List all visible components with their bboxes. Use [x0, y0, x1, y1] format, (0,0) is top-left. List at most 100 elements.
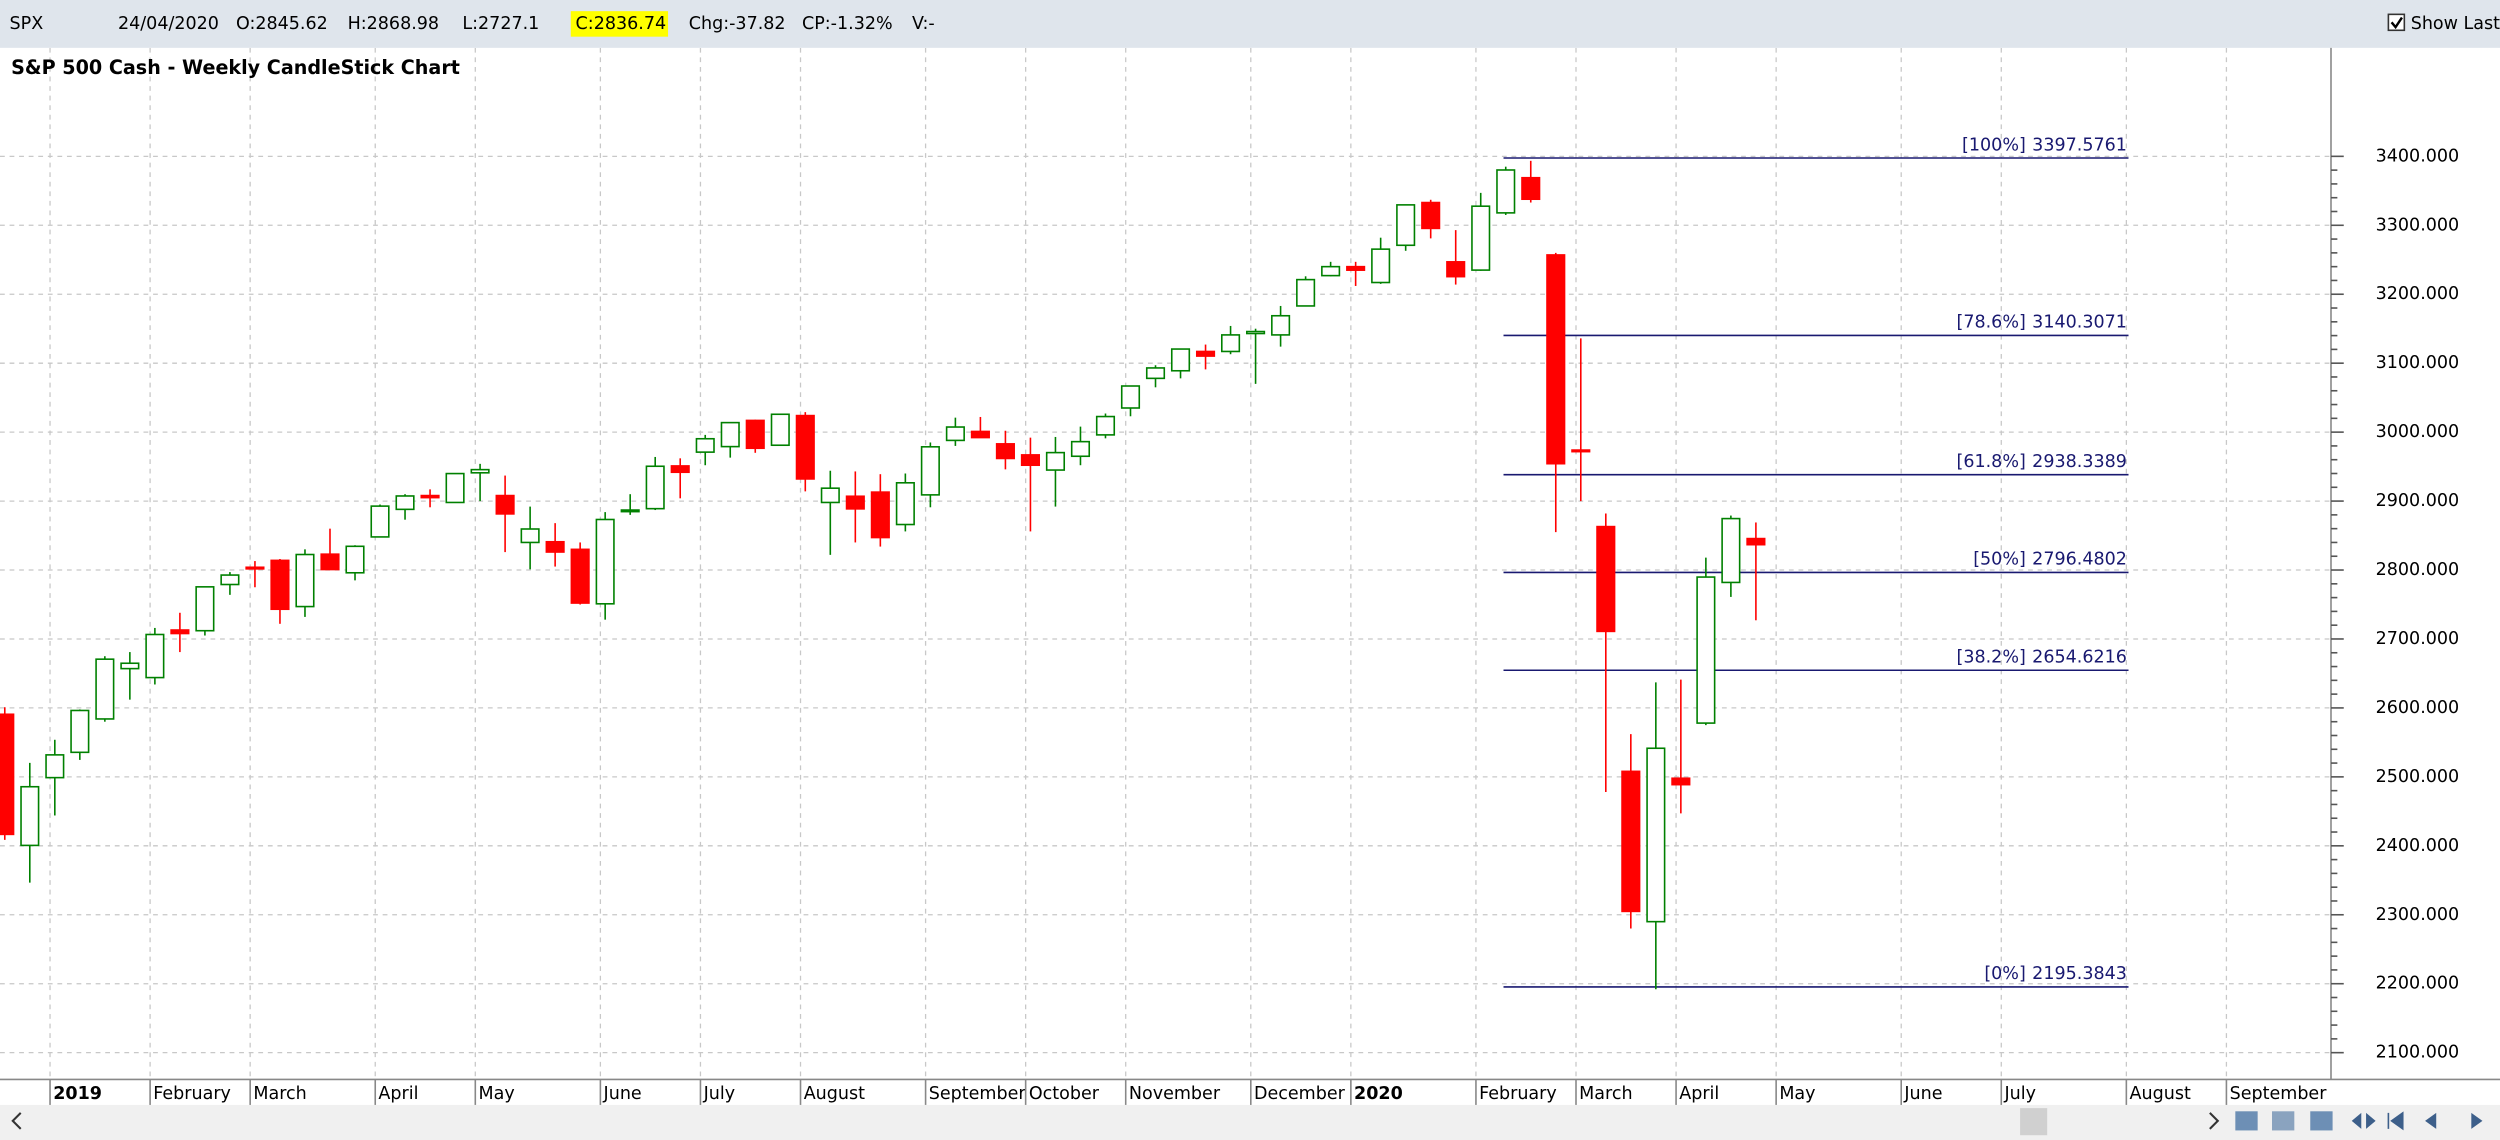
- checkbox-label[interactable]: Show Last: [2411, 14, 2500, 34]
- x-tick-label: August: [804, 1084, 865, 1104]
- x-tick-label: June: [603, 1084, 642, 1104]
- candle-body: [45, 754, 65, 779]
- y-tick-label: 2500.000: [2376, 767, 2460, 787]
- icon-export[interactable]: [2310, 1111, 2333, 1131]
- fib-label: [38.2%] 2654.6216: [1956, 648, 2126, 668]
- candle-body: [1095, 415, 1116, 436]
- y-tick-label: 2600.000: [2376, 698, 2460, 718]
- y-tick-label: 2100.000: [2376, 1043, 2460, 1063]
- close-highlight: [570, 11, 669, 37]
- candle-body: [645, 465, 665, 510]
- candle-body: [945, 426, 965, 442]
- fib-percent: [100%]: [1962, 135, 2026, 155]
- icon-first[interactable]: [2387, 1111, 2404, 1131]
- y-tick-label: 2800.000: [2376, 560, 2460, 580]
- scroll-right[interactable]: [2209, 1112, 2220, 1130]
- candle-body: [920, 446, 940, 496]
- fib-value: 3397.5761: [2032, 135, 2127, 155]
- fib-percent: [38.2%]: [1956, 648, 2025, 668]
- x-tick-label: February: [153, 1084, 231, 1104]
- candle-body: [695, 437, 715, 453]
- scroll-thumb[interactable]: [2020, 1108, 2048, 1136]
- candle-body: [795, 414, 815, 480]
- fib-label: [78.6%] 3140.3071: [1956, 313, 2126, 333]
- x-tick-label: March: [253, 1084, 306, 1104]
- icon-next[interactable]: [2471, 1112, 2483, 1129]
- x-tick-label: September: [2230, 1084, 2328, 1104]
- fib-label: [0%] 2195.3843: [1984, 964, 2127, 984]
- y-tick-label: 3100.000: [2376, 353, 2460, 373]
- icon-zoom[interactable]: [2235, 1111, 2258, 1131]
- candle-body: [1496, 169, 1516, 214]
- fib-percent: [78.6%]: [1956, 313, 2025, 333]
- candle-body: [1020, 454, 1041, 467]
- candle-body: [1396, 204, 1416, 247]
- y-tick-label: 2200.000: [2376, 974, 2460, 994]
- candle-body: [1170, 348, 1191, 372]
- candle-body: [1746, 537, 1766, 546]
- close-value: C:2836.74: [576, 14, 667, 34]
- fib-value: 2796.4802: [2032, 550, 2127, 570]
- show-last-checkbox[interactable]: Show Last: [2387, 13, 2500, 34]
- change-value: Chg:-37.82: [689, 14, 786, 34]
- y-tick-label: 2400.000: [2376, 836, 2460, 856]
- fib-value: 2938.3389: [2032, 452, 2127, 472]
- icon-fit[interactable]: [2351, 1112, 2376, 1129]
- candle-body: [1296, 278, 1316, 307]
- candle-body: [1521, 176, 1541, 201]
- x-tick-label: September: [929, 1084, 1027, 1104]
- x-tick-label: April: [1679, 1084, 1719, 1104]
- candle-body: [0, 713, 15, 836]
- candle-body: [1571, 449, 1591, 453]
- candle-body: [670, 465, 690, 474]
- candle-body: [145, 633, 165, 679]
- candle-body: [120, 662, 140, 670]
- candle-body: [1070, 440, 1091, 458]
- fib-label: [50%] 2796.4802: [1973, 550, 2127, 570]
- toolbar-icons: [2235, 1111, 2483, 1131]
- candle-body: [570, 548, 590, 604]
- fib-label: [100%] 3397.5761: [1962, 135, 2127, 155]
- x-tick-label: 2019: [53, 1084, 102, 1104]
- candle-body: [1145, 367, 1166, 380]
- candle-body: [470, 468, 490, 474]
- x-tick-label: June: [1903, 1084, 1942, 1104]
- candle-body: [295, 553, 315, 608]
- x-tick-label: March: [1579, 1084, 1632, 1104]
- candle-body: [520, 528, 540, 544]
- candle-body: [1346, 265, 1366, 271]
- y-tick-label: 3400.000: [2376, 146, 2460, 166]
- scroll-left[interactable]: [11, 1112, 22, 1130]
- candle-body: [220, 574, 240, 586]
- x-tick-label: May: [1779, 1084, 1815, 1104]
- high-value: H:2868.98: [348, 14, 440, 34]
- fib-value: 2654.6216: [2032, 648, 2127, 668]
- x-tick-label: July: [703, 1084, 735, 1104]
- candle-body: [1621, 770, 1641, 913]
- x-tick-label: 2020: [1354, 1084, 1403, 1104]
- candle-body: [595, 518, 615, 605]
- candle-body: [770, 413, 790, 447]
- candle-body: [345, 545, 365, 574]
- candle-body: [1596, 525, 1616, 633]
- candle-body: [1120, 385, 1141, 409]
- scrollbar[interactable]: [0, 1104, 2500, 1140]
- fib-value: 2195.3843: [2032, 964, 2127, 984]
- x-tick-label: December: [1254, 1084, 1346, 1104]
- icon-prev[interactable]: [2425, 1112, 2437, 1129]
- candle-body: [1421, 201, 1441, 230]
- checkmark: [2390, 16, 2403, 30]
- y-tick-label: 3000.000: [2376, 422, 2460, 442]
- fib-value: 3140.3071: [2032, 313, 2127, 333]
- candle-body: [995, 443, 1015, 460]
- candle-body: [1671, 777, 1691, 786]
- y-tick-label: 2300.000: [2376, 905, 2460, 925]
- icon-pan[interactable]: [2272, 1111, 2295, 1131]
- y-tick-label: 2900.000: [2376, 491, 2460, 511]
- candle-body: [1446, 261, 1466, 278]
- candle-body: [870, 491, 890, 539]
- date: 24/04/2020: [118, 14, 219, 34]
- candle-body: [1696, 576, 1716, 724]
